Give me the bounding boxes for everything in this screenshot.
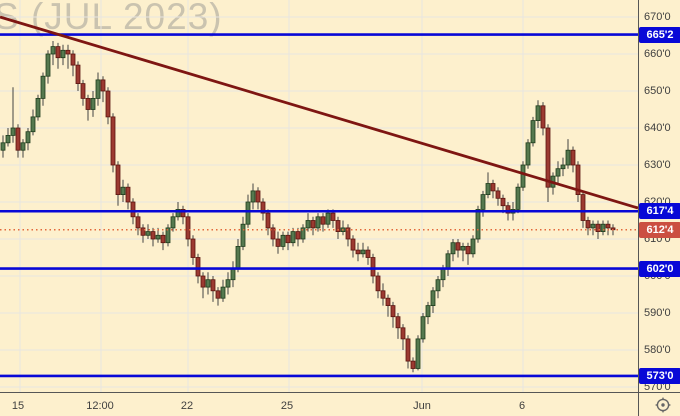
y-axis-tick: 660'0 xyxy=(644,48,671,60)
axis-corner xyxy=(638,392,680,416)
y-axis-tick: 630'0 xyxy=(644,159,671,171)
y-axis-tick: 640'0 xyxy=(644,122,671,134)
price-axis[interactable]: 670'0660'0650'0640'0630'0620'0610'0600'0… xyxy=(638,0,680,393)
x-axis-tick: 12:00 xyxy=(86,400,114,412)
grid-layer xyxy=(0,0,638,392)
y-axis-tick: 570'0 xyxy=(644,381,671,393)
chart-plot-area[interactable]: S (JUL 2023) xyxy=(0,0,638,392)
price-level-badge: 617'4 xyxy=(639,203,680,220)
time-axis[interactable]: 15 12:00 22 25 Jun 6 xyxy=(0,392,638,416)
y-axis-tick: 670'0 xyxy=(644,11,671,23)
price-level-badge: 573'0 xyxy=(639,367,680,384)
plot-svg xyxy=(0,0,638,392)
candlesticks-layer xyxy=(0,41,616,373)
x-axis-tick: 6 xyxy=(518,400,526,412)
x-axis-tick: 25 xyxy=(280,400,294,412)
x-axis-tick: 15 xyxy=(11,400,25,412)
last-price-badge: 612'4 xyxy=(639,221,680,238)
y-axis-tick: 580'0 xyxy=(644,344,671,356)
price-level-badge: 665'2 xyxy=(639,26,680,43)
y-axis-tick: 650'0 xyxy=(644,85,671,97)
symbol-watermark: S (JUL 2023) xyxy=(0,0,223,37)
x-axis-tick: 22 xyxy=(180,400,194,412)
gear-icon xyxy=(655,397,671,413)
y-axis-tick: 590'0 xyxy=(644,307,671,319)
trendline[interactable] xyxy=(0,15,638,210)
price-level-badge: 602'0 xyxy=(639,260,680,277)
x-axis-tick: Jun xyxy=(413,400,431,412)
settings-gear-button[interactable] xyxy=(655,397,671,413)
